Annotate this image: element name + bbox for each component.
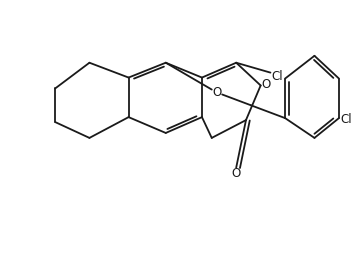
Text: O: O: [261, 78, 270, 92]
Text: Cl: Cl: [271, 70, 283, 83]
Text: Cl: Cl: [341, 114, 352, 126]
Text: O: O: [232, 167, 241, 180]
Text: O: O: [212, 86, 221, 99]
